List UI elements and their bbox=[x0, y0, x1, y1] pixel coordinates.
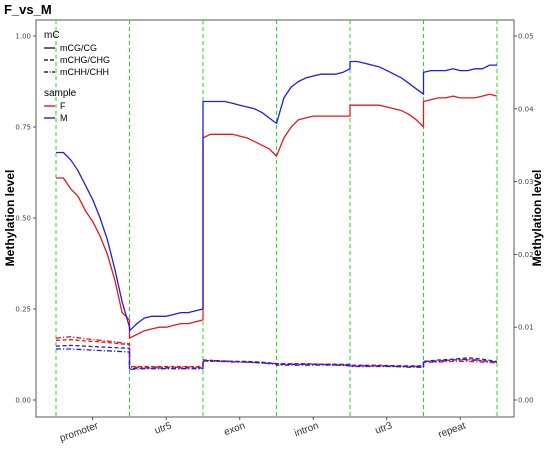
legend-label-mchh: mCHH/CHH bbox=[60, 67, 109, 77]
right-tick-label: 0.04 bbox=[518, 105, 534, 113]
legend-label-mchg: mCHG/CHG bbox=[60, 55, 110, 65]
right-tick-label: 0.03 bbox=[518, 178, 534, 186]
plot-panel bbox=[35, 19, 515, 418]
legend-label-f: F bbox=[60, 101, 66, 111]
left-tick-label: 0.50 bbox=[15, 215, 31, 223]
y-axis-title-right: Methylation level bbox=[530, 170, 544, 267]
x-tick-label: exon bbox=[223, 420, 247, 438]
x-tick-label: utr5 bbox=[153, 420, 173, 436]
left-tick-label: 0.00 bbox=[15, 397, 31, 405]
left-tick-label: 0.75 bbox=[15, 124, 31, 132]
series-line bbox=[56, 348, 498, 371]
x-axis: promoter utr5 exon intron utr3 repeat bbox=[58, 417, 467, 445]
series-m-cg bbox=[56, 60, 497, 332]
x-tick-label: promoter bbox=[58, 420, 100, 444]
left-axis: 0.00 0.25 0.50 0.75 1.00 bbox=[15, 33, 36, 405]
legend-title-sample: sample bbox=[44, 88, 77, 99]
legend: mC mCG/CG mCHG/CHG mCHH/CHH sample F M bbox=[44, 30, 110, 123]
series-f-cg bbox=[56, 93, 498, 339]
left-tick-label: 1.00 bbox=[15, 33, 31, 41]
chart-title: F_vs_M bbox=[4, 2, 52, 17]
legend-label-mcg: mCG/CG bbox=[60, 43, 97, 53]
right-tick-label: 0.02 bbox=[518, 251, 534, 259]
y-axis-title-left: Methylation level bbox=[3, 170, 17, 267]
x-tick-label: repeat bbox=[437, 420, 468, 440]
series-line bbox=[56, 93, 498, 339]
right-tick-label: 0.05 bbox=[518, 33, 534, 41]
series-m-chh bbox=[56, 348, 498, 371]
legend-title-mc: mC bbox=[44, 30, 60, 41]
series-layer bbox=[55, 60, 498, 371]
series-line bbox=[56, 60, 497, 332]
right-tick-label: 0.01 bbox=[518, 324, 534, 332]
x-tick-label: intron bbox=[293, 420, 320, 439]
x-tick-label: utr3 bbox=[374, 420, 394, 436]
legend-label-m: M bbox=[60, 113, 68, 123]
right-axis: 0.00 0.01 0.02 0.03 0.04 0.05 bbox=[514, 33, 534, 405]
right-tick-label: 0.00 bbox=[518, 397, 534, 405]
left-tick-label: 0.25 bbox=[15, 306, 31, 314]
